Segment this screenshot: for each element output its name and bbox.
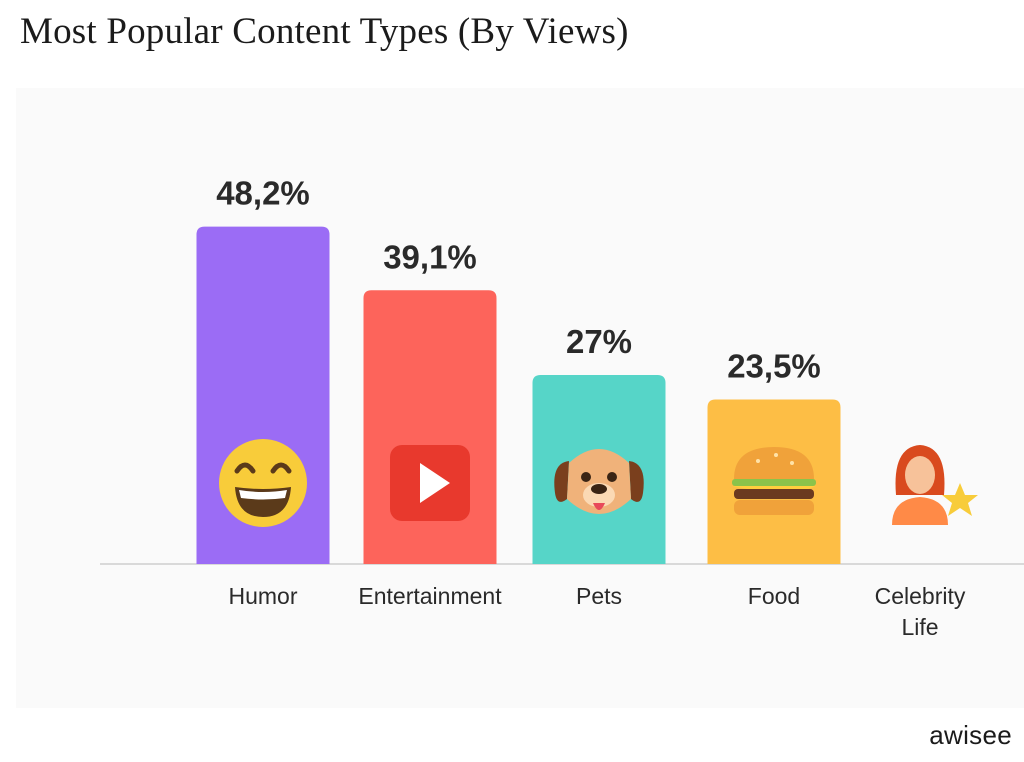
chart-title: Most Popular Content Types (By Views) bbox=[20, 11, 629, 52]
category-label-entertainment: Entertainment bbox=[358, 583, 502, 609]
category-label-humor: Humor bbox=[228, 583, 297, 609]
dog-face-icon bbox=[554, 449, 644, 514]
category-label-food: Food bbox=[748, 583, 800, 609]
chart-panel: 48,2% Humor 39,1% Entertainment 27% Pets 23,5%… bbox=[16, 88, 1024, 708]
grinning-face-icon bbox=[219, 439, 307, 527]
burger-icon bbox=[732, 447, 816, 515]
play-button-icon bbox=[390, 445, 470, 521]
value-label-humor: 48,2% bbox=[216, 175, 310, 212]
value-label-entertainment: 39,1% bbox=[383, 238, 477, 275]
bar-entertainment bbox=[363, 290, 497, 564]
celebrity-star-icon bbox=[892, 445, 978, 525]
value-label-pets: 27% bbox=[566, 323, 632, 360]
brand-logo-text: awisee bbox=[929, 720, 1012, 750]
value-label-food: 23,5% bbox=[727, 348, 821, 385]
bar-chart: 48,2% Humor 39,1% Entertainment 27% Pets 23,5%… bbox=[100, 175, 1024, 640]
category-label-celebrity-life-line-1: Celebrity bbox=[875, 583, 966, 609]
category-label-celebrity-life-line-2: Life bbox=[901, 614, 938, 640]
category-label-pets: Pets bbox=[576, 583, 622, 609]
